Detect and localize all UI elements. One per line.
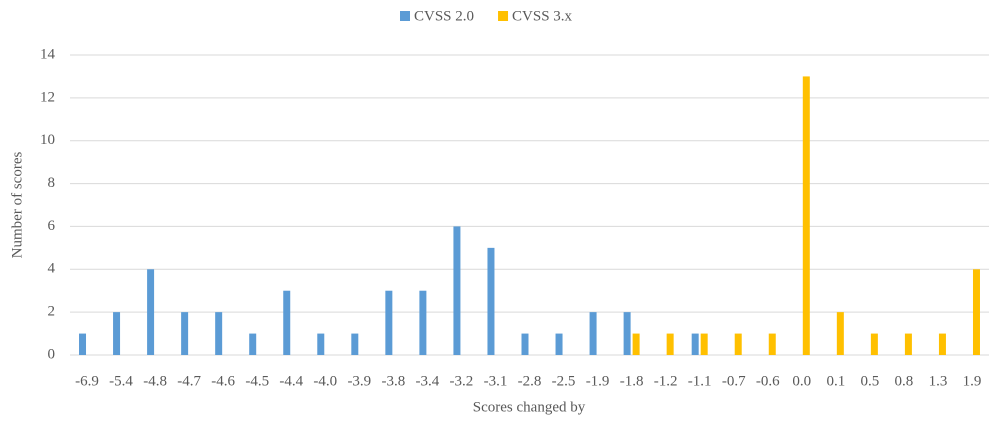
- x-axis-title: Scores changed by: [473, 399, 586, 415]
- bar: [385, 290, 393, 355]
- y-tick-label: 8: [48, 175, 56, 191]
- bar: [904, 333, 912, 355]
- bar: [351, 333, 359, 355]
- x-tick-label: -3.2: [450, 373, 474, 389]
- bar: [283, 290, 291, 355]
- y-tick-label: 10: [40, 132, 55, 148]
- bar: [870, 333, 878, 355]
- x-tick-label: -4.5: [245, 373, 269, 389]
- x-tick-label: 1.3: [929, 373, 948, 389]
- x-tick-label: -2.8: [518, 373, 542, 389]
- bar: [972, 269, 980, 355]
- bar: [181, 312, 189, 355]
- legend-label: CVSS 2.0: [414, 8, 474, 24]
- x-tick-label: -3.4: [416, 373, 440, 389]
- bar: [113, 312, 121, 355]
- bar: [768, 333, 776, 355]
- bar: [555, 333, 563, 355]
- x-tick-label: -3.8: [381, 373, 405, 389]
- y-tick-label: 6: [48, 218, 56, 234]
- x-tick-label: -1.8: [620, 373, 644, 389]
- x-tick-label: -0.7: [722, 373, 746, 389]
- bar: [147, 269, 155, 355]
- bar: [802, 76, 810, 355]
- x-tick-label: -4.7: [177, 373, 201, 389]
- x-tick-label: -2.5: [552, 373, 576, 389]
- bar: [700, 333, 708, 355]
- y-tick-label: 14: [40, 46, 56, 62]
- x-tick-label: -1.1: [688, 373, 712, 389]
- x-tick-label: 0.0: [792, 373, 811, 389]
- bar: [419, 290, 427, 355]
- legend-label: CVSS 3.x: [512, 8, 573, 24]
- bar: [836, 312, 844, 355]
- x-tick-label: -4.6: [211, 373, 235, 389]
- x-tick-label: -0.6: [756, 373, 780, 389]
- bar: [249, 333, 257, 355]
- x-tick-label: -3.9: [347, 373, 371, 389]
- bar: [487, 247, 495, 355]
- x-tick-label: 0.5: [860, 373, 879, 389]
- bar: [317, 333, 325, 355]
- bar: [691, 333, 699, 355]
- y-tick-label: 4: [48, 261, 56, 277]
- bar: [521, 333, 529, 355]
- bar: [938, 333, 946, 355]
- x-tick-label: -3.1: [484, 373, 508, 389]
- legend-swatch: [498, 11, 509, 21]
- x-tick-label: 0.8: [895, 373, 914, 389]
- x-tick-label: -6.9: [75, 373, 99, 389]
- x-tick-label: 1.9: [963, 373, 982, 389]
- y-tick-label: 0: [48, 346, 56, 362]
- x-tick-label: 0.1: [826, 373, 845, 389]
- x-tick-label: -4.0: [313, 373, 337, 389]
- bar: [632, 333, 640, 355]
- bar: [734, 333, 742, 355]
- x-tick-label: -1.2: [654, 373, 678, 389]
- y-tick-label: 12: [40, 89, 55, 105]
- y-tick-label: 2: [48, 304, 56, 320]
- x-tick-label: -4.8: [143, 373, 167, 389]
- bar: [453, 226, 461, 355]
- y-axis-title: Number of scores: [9, 152, 25, 259]
- bar: [666, 333, 674, 355]
- x-tick-label: -4.4: [279, 373, 303, 389]
- x-tick-label: -5.4: [109, 373, 133, 389]
- x-tick-label: -1.9: [586, 373, 610, 389]
- bar: [215, 312, 223, 355]
- legend-swatch: [400, 11, 410, 21]
- bar: [589, 312, 597, 355]
- bar: [79, 333, 87, 355]
- bar: [623, 312, 631, 355]
